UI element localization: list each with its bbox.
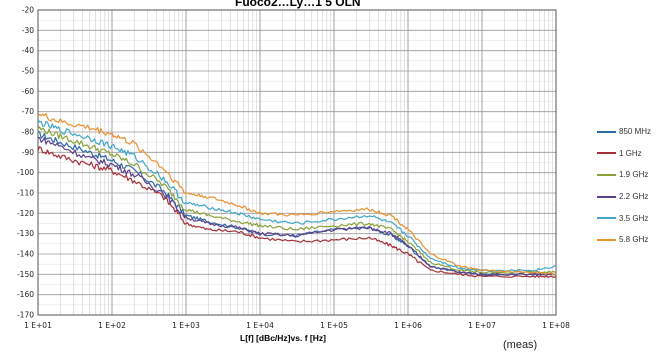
series-line-1-9-ghz — [37, 126, 557, 274]
legend-swatch — [597, 130, 616, 133]
legend-label: 1 GHz — [619, 148, 642, 158]
legend-label: 850 MHz — [619, 127, 652, 137]
legend-label: 3.5 GHz — [619, 213, 649, 223]
y-tick-label: -100 — [17, 168, 34, 177]
y-tick-label: -40 — [22, 46, 34, 55]
x-tick-label: 1 E+03 — [172, 321, 200, 330]
x-tick-label: 1 E+04 — [246, 321, 274, 330]
x-tick-label: 1 E+06 — [394, 321, 422, 330]
legend-swatch — [597, 152, 616, 155]
legend-swatch — [597, 238, 616, 241]
legend-item: 3.5 GHz — [597, 207, 669, 229]
legend-item: 850 MHz — [597, 121, 669, 143]
y-tick-label: -20 — [22, 6, 34, 15]
x-tick-label: 1 E+01 — [24, 321, 52, 330]
y-axis: -20 -30 -40 -50 -60 -70 -80 -90 -100 -110 -120 -130… — [17, 6, 34, 320]
legend-swatch — [597, 195, 616, 198]
x-tick-label: 1 E+08 — [542, 321, 570, 330]
x-axis: 1 E+01 1 E+02 1 E+03 1 E+04 1 E+05 1 E+06 1 E+… — [24, 321, 570, 330]
y-tick-label: -50 — [22, 67, 34, 76]
series-line-1-ghz — [37, 146, 557, 278]
y-tick-label: -170 — [17, 311, 34, 320]
x-tick-label: 1 E+07 — [468, 321, 496, 330]
y-tick-label: -30 — [22, 26, 34, 35]
series-line-3-5-ghz — [37, 119, 557, 272]
legend: 850 MHz 1 GHz 1.9 GHz 2.2 GHz 3.5 GHz 5.8 GHz — [597, 121, 669, 251]
y-tick-label: -80 — [22, 128, 34, 137]
chart-title: Fuoco2…Ly…1 5 OLN — [235, 0, 361, 9]
y-tick-label: -110 — [17, 189, 34, 198]
y-tick-label: -70 — [22, 107, 34, 116]
legend-swatch — [597, 173, 616, 176]
y-tick-label: -160 — [17, 290, 34, 299]
measurement-note: (meas) — [503, 339, 538, 351]
legend-swatch — [597, 217, 616, 220]
y-tick-label: -130 — [17, 229, 34, 238]
legend-label: 1.9 GHz — [619, 170, 649, 180]
legend-item: 5.8 GHz — [597, 229, 669, 251]
series-line-5-8-ghz — [37, 113, 557, 276]
y-tick-label: -140 — [17, 250, 34, 259]
y-tick-label: -150 — [17, 270, 34, 279]
legend-item: 1 GHz — [597, 143, 669, 165]
legend-label: 5.8 GHz — [619, 235, 649, 245]
legend-item: 2.2 GHz — [597, 186, 669, 208]
x-tick-label: 1 E+05 — [320, 321, 348, 330]
y-tick-label: -120 — [17, 209, 34, 218]
minor-gridlines — [38, 10, 556, 315]
x-axis-label: L[f] [dBc/Hz]vs. f [Hz] — [240, 333, 326, 343]
series-line-2-2-ghz — [37, 136, 557, 276]
y-tick-label: -60 — [22, 87, 34, 96]
plot-frame — [37, 9, 557, 316]
y-tick-label: -90 — [22, 148, 34, 157]
x-tick-label: 1 E+02 — [98, 321, 126, 330]
legend-item: 1.9 GHz — [597, 164, 669, 186]
series-layer — [37, 113, 557, 278]
legend-label: 2.2 GHz — [619, 192, 649, 202]
